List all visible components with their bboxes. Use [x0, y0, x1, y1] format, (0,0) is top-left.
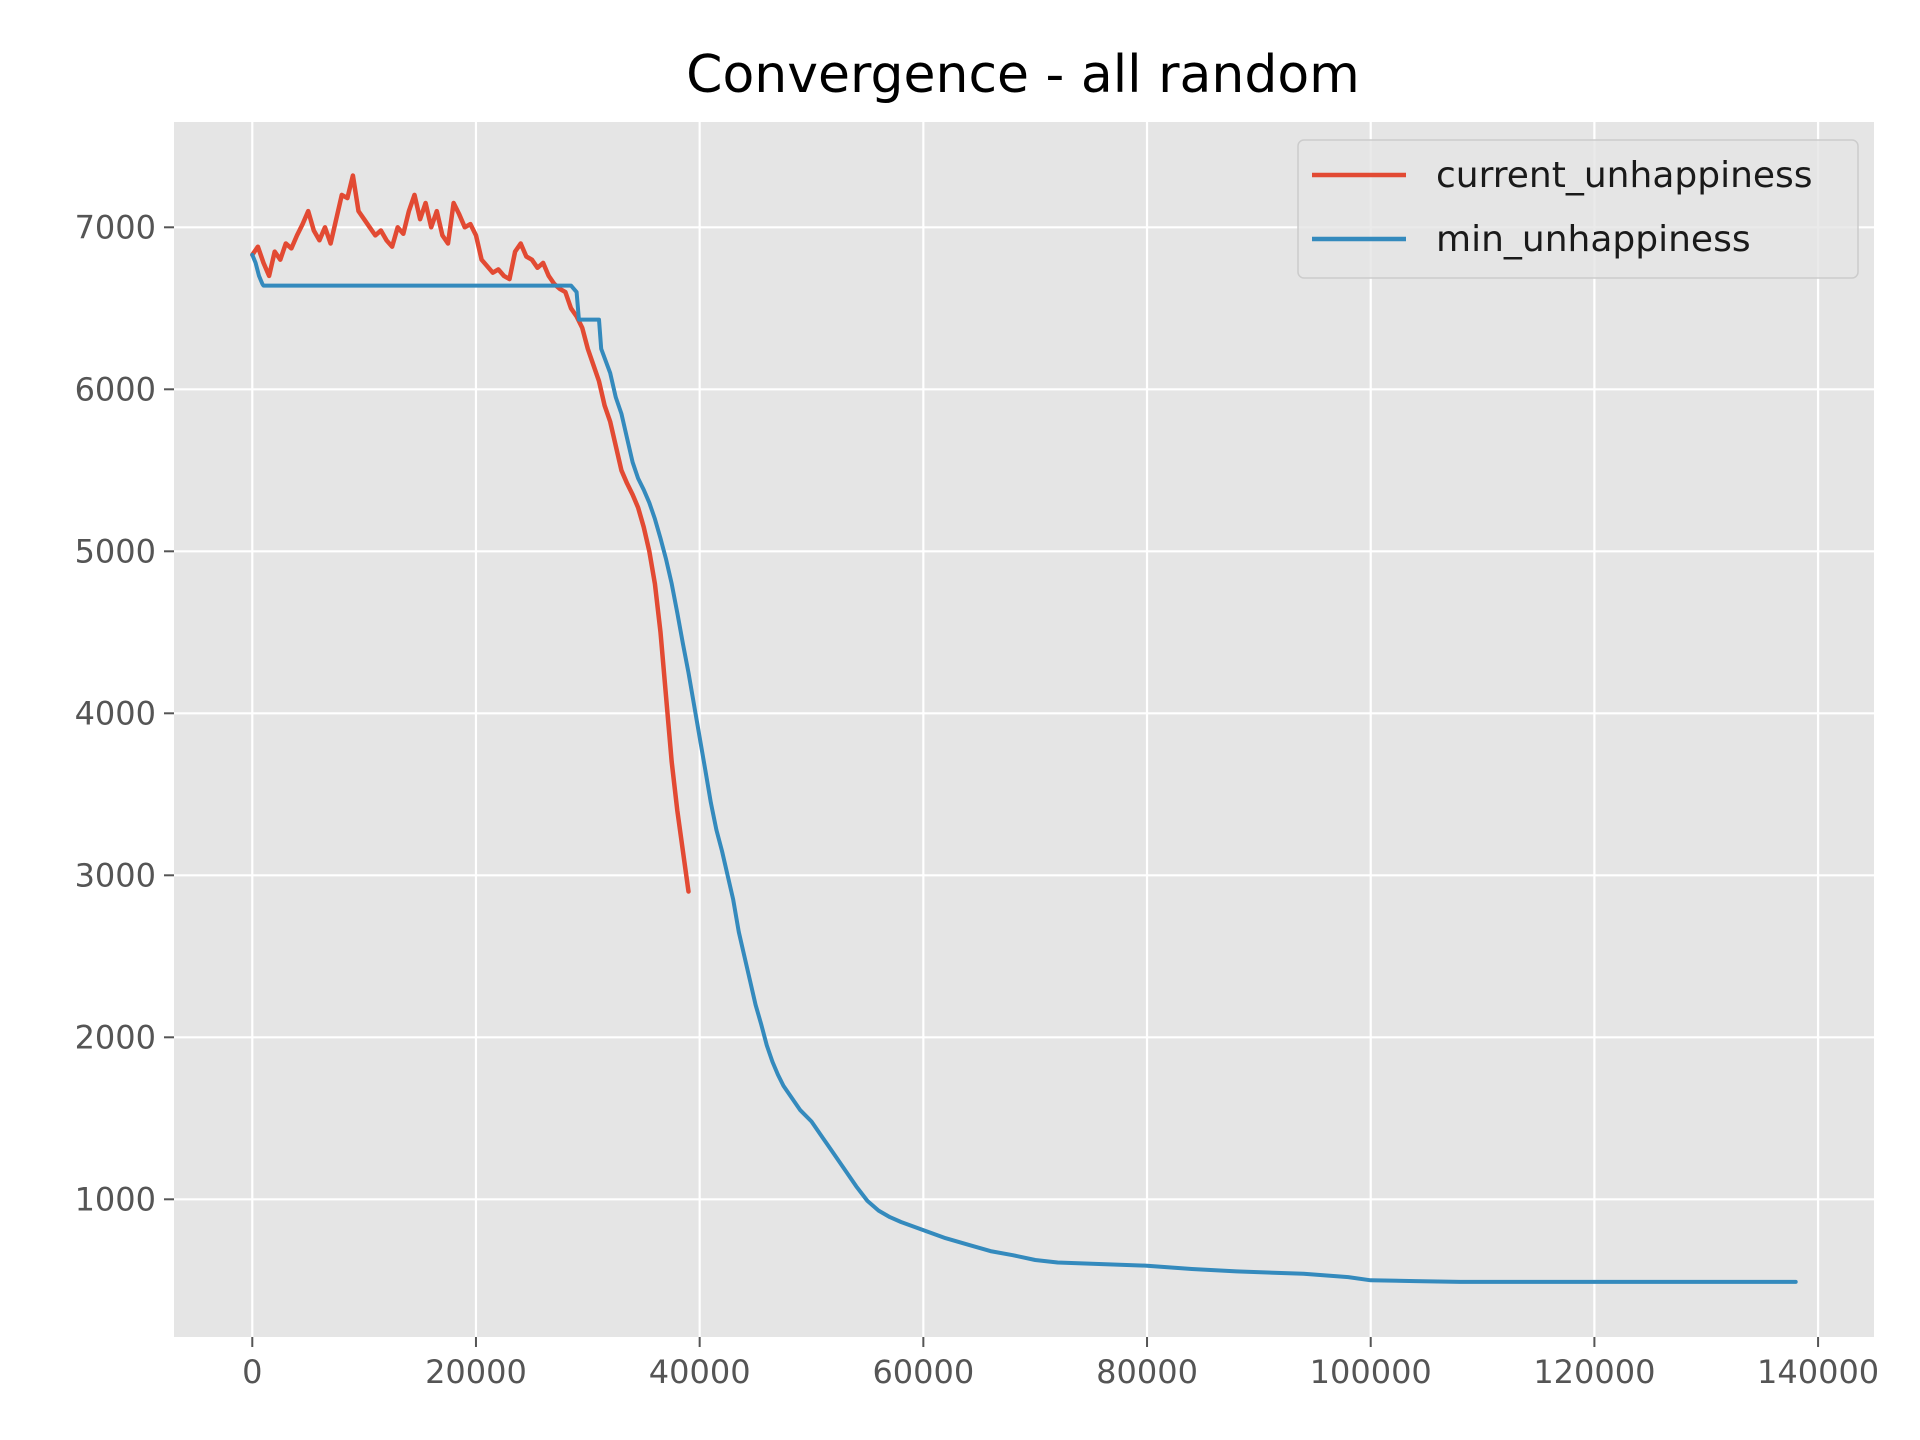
series-line-current-unhappiness	[250, 173, 691, 894]
x-axis: 0 20000 40000 60000 80000 100000 120000 140000	[242, 1337, 1879, 1391]
y-tick-label: 2000	[75, 1018, 156, 1056]
legend-box	[1297, 139, 1859, 279]
plot-area	[174, 122, 1874, 1337]
legend-label: min_unhappiness	[1436, 219, 1751, 260]
y-tick-label: 5000	[75, 532, 156, 570]
x-tick-label: 120000	[1533, 1353, 1655, 1391]
x-tick-label: 40000	[649, 1353, 751, 1391]
x-tick-label: 80000	[1096, 1353, 1198, 1391]
y-tick-label: 7000	[75, 208, 156, 246]
y-tick-label: 6000	[75, 370, 156, 408]
grid	[174, 122, 1874, 1337]
legend: current_unhappiness min_unhappiness	[1297, 139, 1859, 279]
series-line-min-unhappiness	[250, 252, 1798, 1284]
chart-title: Convergence - all random	[686, 45, 1360, 105]
y-axis: 1000 2000 3000 4000 5000 6000 7000	[75, 208, 174, 1218]
y-tick-label: 4000	[75, 694, 156, 732]
y-tick-label: 1000	[75, 1180, 156, 1218]
x-tick-label: 100000	[1310, 1353, 1432, 1391]
legend-label: current_unhappiness	[1436, 155, 1813, 196]
x-tick-label: 140000	[1757, 1353, 1879, 1391]
series-layer	[250, 173, 1798, 1284]
x-tick-label: 0	[242, 1353, 262, 1391]
x-tick-label: 60000	[872, 1353, 974, 1391]
y-tick-label: 3000	[75, 856, 156, 894]
x-tick-label: 20000	[425, 1353, 527, 1391]
